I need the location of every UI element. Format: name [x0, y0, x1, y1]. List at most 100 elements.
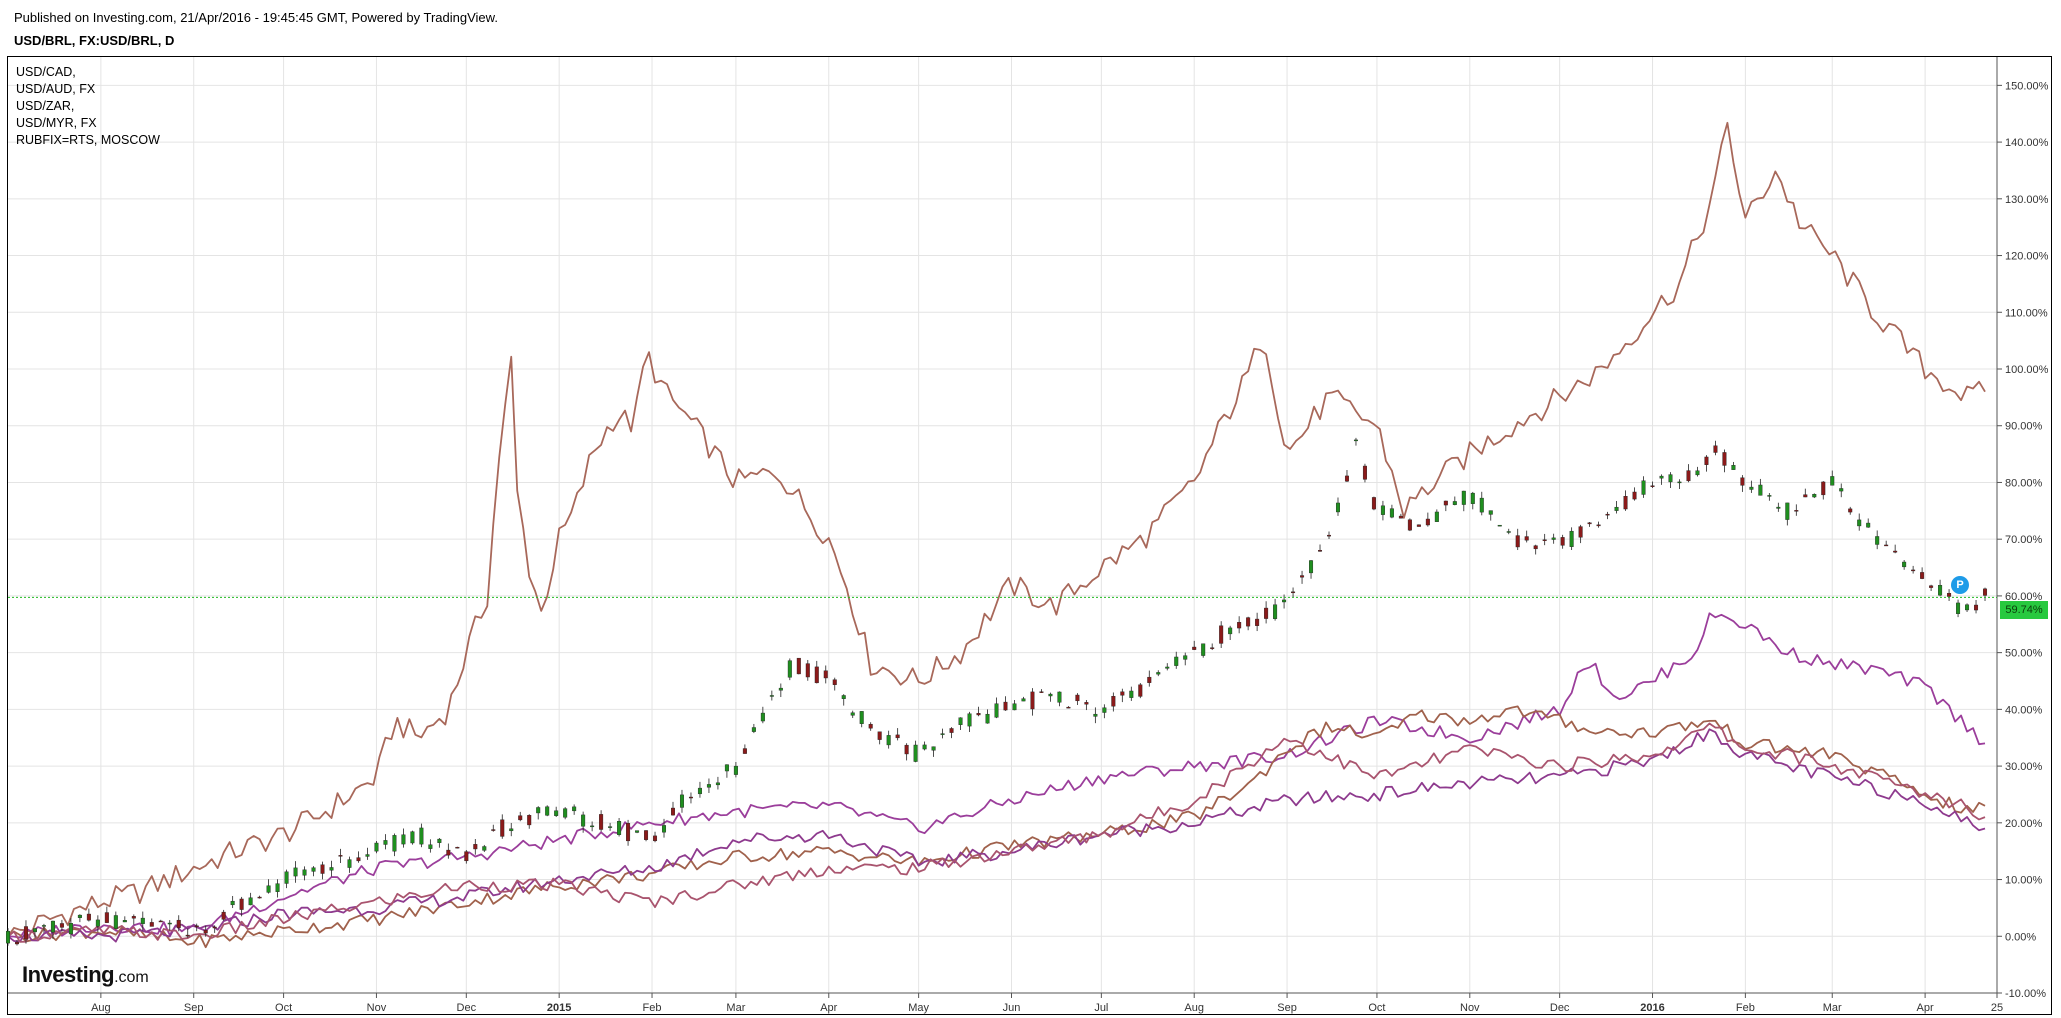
candle-body — [1201, 643, 1206, 656]
y-tick-label: 50.00% — [2005, 648, 2043, 660]
candle-body — [563, 808, 568, 818]
y-tick-label: -10.00% — [2005, 988, 2046, 1000]
candle-body — [203, 929, 208, 934]
candle-body — [1057, 691, 1062, 703]
candle-body — [688, 796, 693, 799]
candle-body — [1138, 684, 1143, 697]
candle-body — [149, 922, 154, 927]
x-tick-label: Apr — [820, 1002, 837, 1014]
candle-body — [266, 885, 271, 893]
candle-body — [59, 923, 64, 928]
candle-body — [994, 703, 999, 718]
candle-body — [356, 857, 361, 862]
candle-body — [554, 810, 559, 816]
candle-body — [1192, 646, 1197, 650]
candle-body — [518, 815, 523, 821]
candle-body — [1165, 666, 1170, 669]
candle-body — [653, 835, 658, 842]
y-tick-label: 100.00% — [2005, 364, 2049, 376]
candle-body — [86, 913, 91, 921]
x-tick-label: Apr — [1917, 1002, 1934, 1014]
candle-body — [608, 826, 613, 828]
chart-frame[interactable] — [7, 56, 2052, 1015]
candle-body — [1659, 475, 1664, 479]
candle-body — [1398, 515, 1403, 519]
candle-body — [787, 660, 792, 678]
candle-body — [949, 728, 954, 733]
candle-body — [895, 734, 900, 739]
x-tick-label: Nov — [1460, 1002, 1480, 1014]
candle-body — [1668, 474, 1673, 483]
candle-body — [1749, 486, 1754, 490]
candle-body — [670, 807, 675, 816]
chart-symbol-title: USD/BRL, FX:USD/BRL, D — [14, 33, 175, 48]
candle-body — [868, 723, 873, 729]
candle-body — [293, 867, 298, 877]
investing-logo[interactable]: Investing.com — [22, 962, 149, 988]
candle-body — [401, 834, 406, 845]
candle-body — [1434, 511, 1439, 522]
candle-body — [1686, 470, 1691, 482]
candle-body — [455, 846, 460, 849]
candle-body — [185, 934, 190, 937]
candle-body — [1003, 701, 1008, 711]
y-tick-label: 70.00% — [2005, 534, 2043, 546]
candle-body — [221, 911, 226, 920]
candle-body — [1920, 572, 1925, 579]
candle-body — [536, 807, 541, 814]
candle-body — [1479, 497, 1484, 513]
candle-body — [1120, 691, 1125, 696]
candle-body — [724, 764, 729, 772]
candle-body — [1848, 508, 1853, 513]
candle-body — [1039, 691, 1044, 693]
candle-body — [976, 713, 981, 716]
candle-body — [1416, 524, 1421, 527]
event-marker-icon[interactable]: P — [1951, 576, 1969, 594]
candle-body — [374, 842, 379, 852]
candle-body — [1389, 508, 1394, 518]
candle-body — [140, 917, 145, 924]
candle-body — [1713, 445, 1718, 453]
x-tick-label: Sep — [184, 1002, 204, 1014]
candle-body — [527, 815, 532, 826]
candle-body — [1866, 522, 1871, 528]
x-tick-label: Dec — [1550, 1002, 1570, 1014]
candle-body — [1156, 672, 1161, 675]
candle-body — [877, 731, 882, 740]
candle-body — [599, 814, 604, 830]
candle-body — [1776, 506, 1781, 509]
candle-body — [733, 765, 738, 775]
candle-body — [212, 926, 217, 929]
candle-body — [590, 825, 595, 828]
candle-body — [302, 869, 307, 876]
candle-body — [1291, 591, 1296, 594]
x-tick-label: Sep — [1277, 1002, 1297, 1014]
candle-body — [1093, 713, 1098, 717]
candle-body — [131, 916, 136, 919]
logo-brand: Investing — [22, 962, 115, 987]
x-tick-label: Jul — [1094, 1002, 1108, 1014]
legend-item-usdmyr: USD/MYR, FX — [16, 116, 97, 130]
candle-body — [1021, 698, 1026, 702]
candle-body — [626, 823, 631, 842]
candle-body — [464, 851, 469, 862]
x-tick-label: Aug — [1184, 1002, 1204, 1014]
candle-body — [1830, 476, 1835, 486]
candle-body — [1812, 494, 1817, 498]
candle-body — [446, 849, 451, 856]
candle-body — [814, 666, 819, 684]
candle-body — [1111, 696, 1116, 707]
candle-body — [886, 735, 891, 746]
candle-body — [859, 711, 864, 724]
y-tick-label: 140.00% — [2005, 137, 2049, 149]
candle-body — [913, 744, 918, 762]
candle-body — [1587, 522, 1592, 525]
y-tick-label: 130.00% — [2005, 194, 2049, 206]
candle-body — [437, 838, 442, 843]
x-tick-label: 25 — [1991, 1002, 2003, 1014]
candle-body — [392, 835, 397, 852]
legend-item-rubfix: RUBFIX=RTS, MOSCOW — [16, 133, 160, 147]
x-tick-label: 2015 — [547, 1002, 571, 1014]
candle-body — [796, 657, 801, 675]
